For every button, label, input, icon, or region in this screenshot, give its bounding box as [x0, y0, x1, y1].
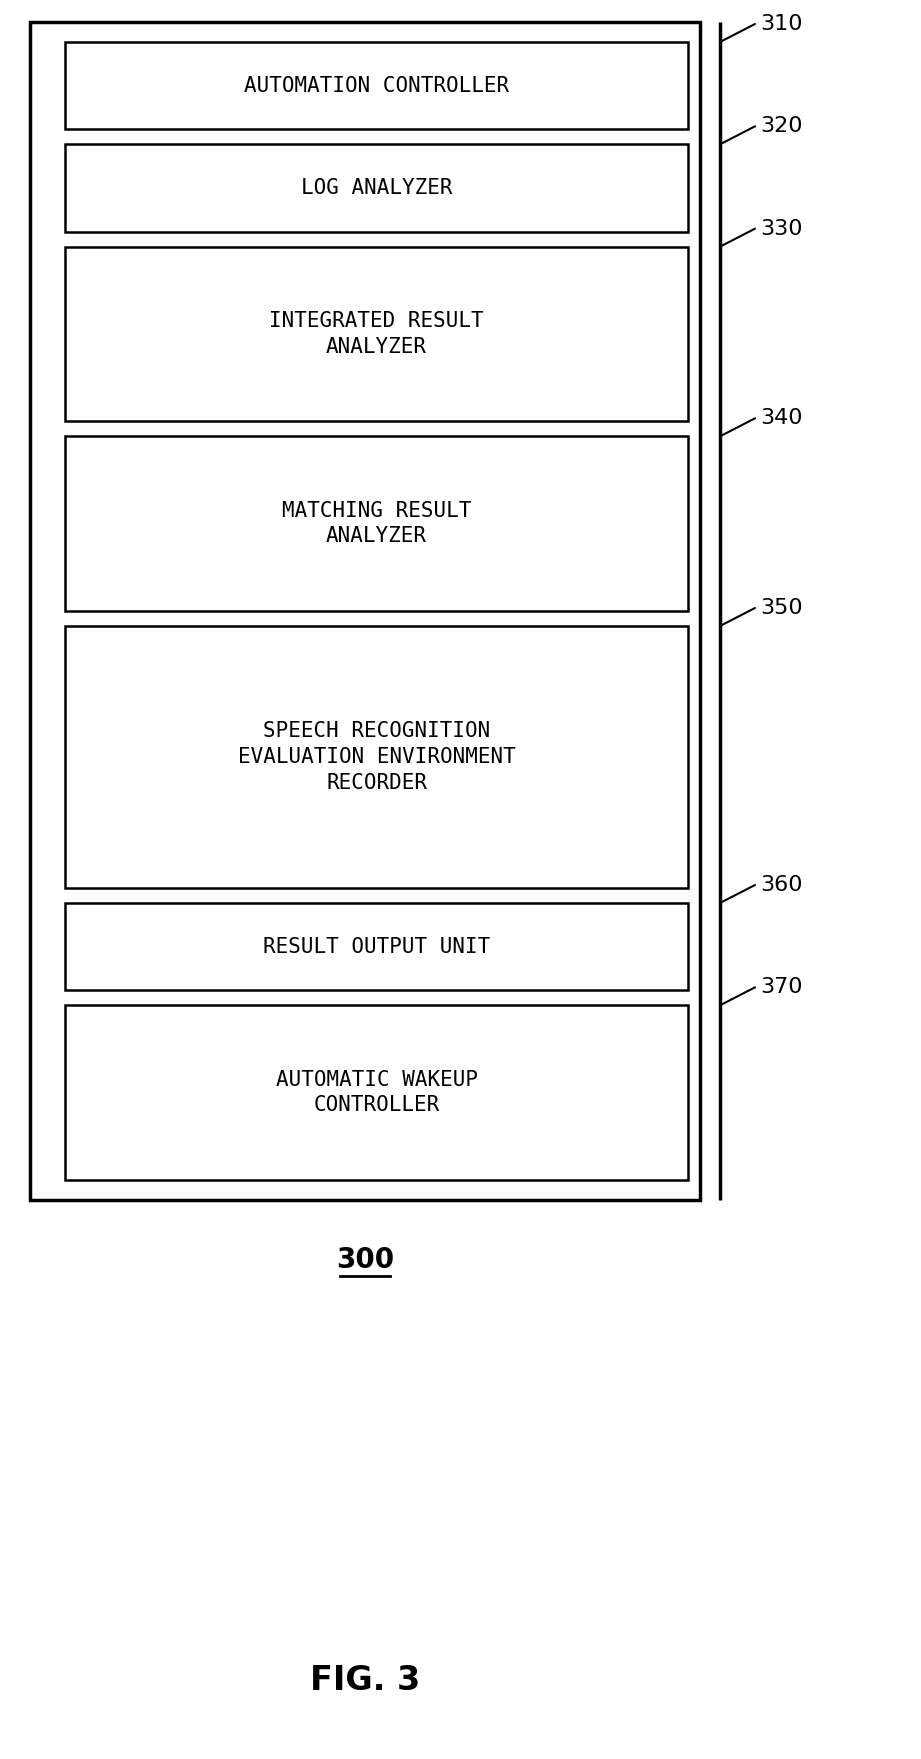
Bar [65, 626, 688, 888]
Text: FIG. 3: FIG. 3 [309, 1664, 420, 1696]
Text: AUTOMATIC WAKEUP
CONTROLLER: AUTOMATIC WAKEUP CONTROLLER [275, 1069, 477, 1115]
Text: 360: 360 [760, 874, 802, 895]
Text: 320: 320 [760, 116, 802, 137]
Text: LOG ANALYZER: LOG ANALYZER [301, 178, 452, 199]
Text: 310: 310 [760, 14, 802, 33]
Text: 340: 340 [760, 408, 802, 429]
Bar [65, 144, 688, 232]
Bar [65, 246, 688, 422]
Text: 330: 330 [760, 218, 802, 239]
Text: 370: 370 [760, 978, 802, 997]
Text: 350: 350 [760, 598, 802, 617]
Text: MATCHING RESULT
ANALYZER: MATCHING RESULT ANALYZER [282, 501, 472, 547]
Text: SPEECH RECOGNITION
EVALUATION ENVIRONMENT
RECORDER: SPEECH RECOGNITION EVALUATION ENVIRONMEN… [238, 721, 516, 793]
Bar [30, 23, 700, 1200]
Bar [65, 436, 688, 610]
Bar [65, 42, 688, 130]
Text: INTEGRATED RESULT
ANALYZER: INTEGRATED RESULT ANALYZER [269, 311, 484, 357]
Bar [65, 1006, 688, 1180]
Text: AUTOMATION CONTROLLER: AUTOMATION CONTROLLER [244, 76, 509, 95]
Bar [65, 902, 688, 990]
Text: 300: 300 [336, 1245, 394, 1274]
Text: RESULT OUTPUT UNIT: RESULT OUTPUT UNIT [262, 936, 490, 957]
